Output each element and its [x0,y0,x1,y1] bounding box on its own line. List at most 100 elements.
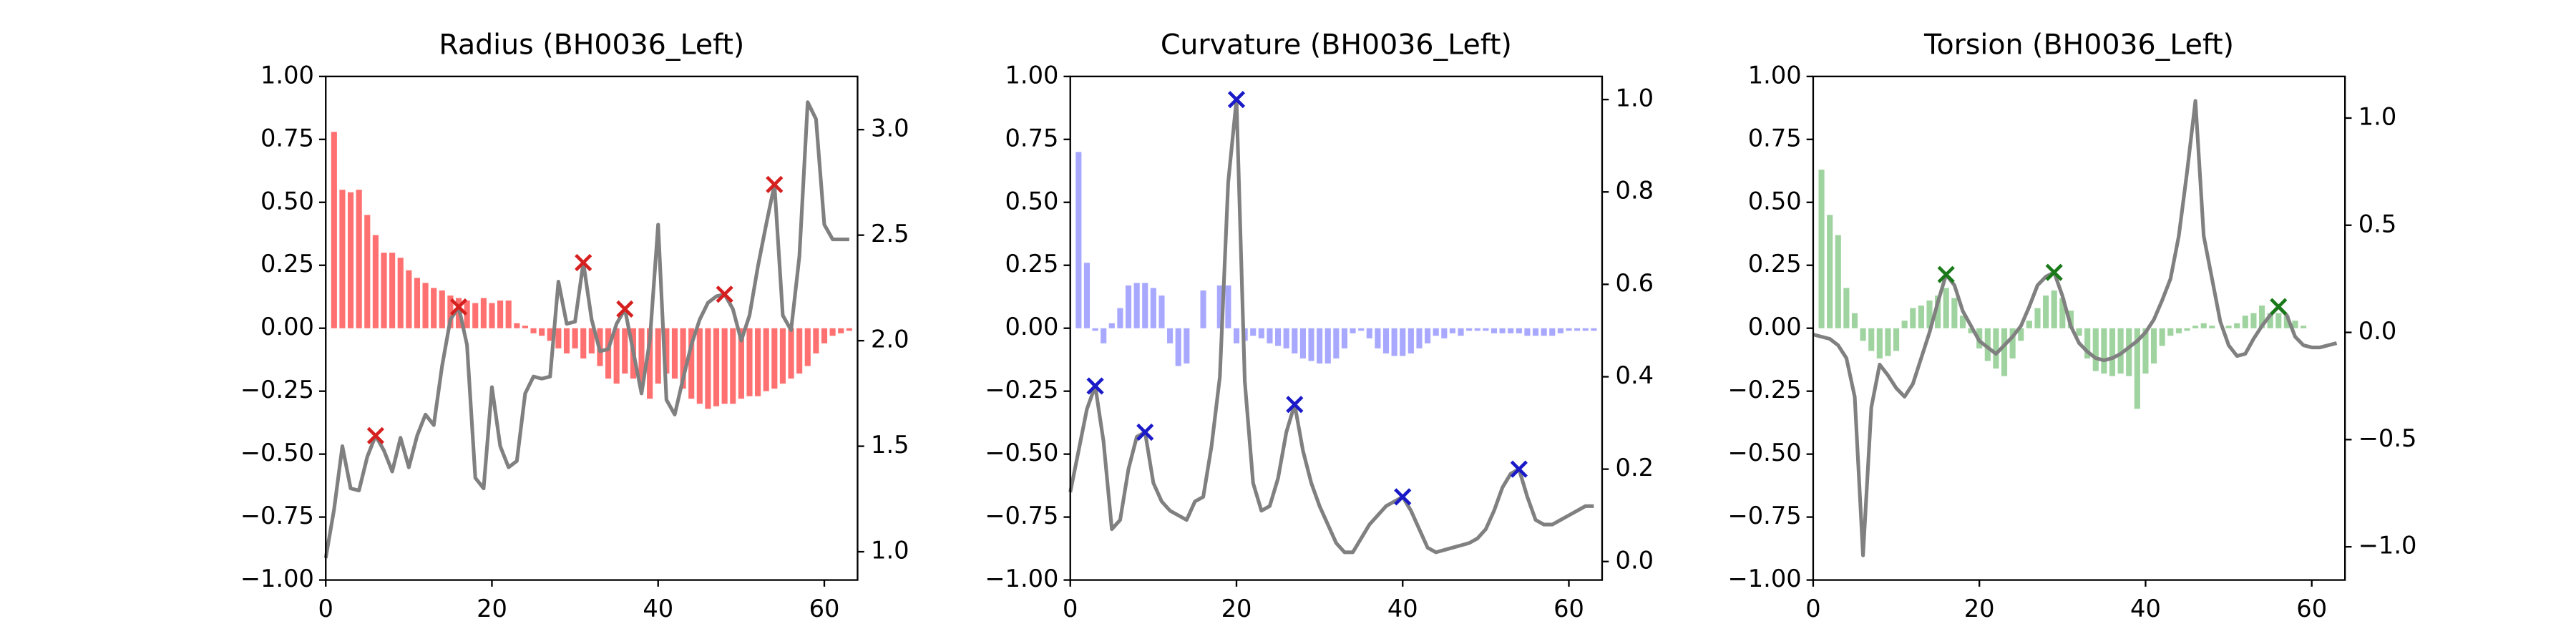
bar [2151,328,2157,364]
bar [1117,308,1123,328]
y-tick-label: 0.50 [1748,187,1802,215]
bar [1382,328,1390,353]
bar [406,270,412,328]
bar [663,328,670,374]
bar [2134,328,2140,409]
bar [1101,328,1107,343]
bar [1158,295,1165,328]
bar [414,278,421,328]
bar [364,215,371,328]
line [1813,99,2338,557]
y-tick-label: −0.75 [985,502,1058,530]
bar [1441,328,1448,338]
bar [1075,152,1082,328]
bar [846,328,852,331]
bar [1375,328,1381,348]
bar [2084,328,2091,358]
bar [1425,328,1431,343]
bar [2126,328,2132,376]
bar [1466,328,1473,331]
bar [539,328,545,336]
bar [1843,288,1850,328]
bar [2026,321,2032,328]
bar [2275,313,2282,328]
chart-title: Radius (BH0036_Left) [439,29,744,62]
bar [1250,328,1257,336]
subplot: Radius (BH0036_Left) 0 20 40 60 −1.00 −0.75 −0.… [240,29,909,623]
peak-marker [1227,91,1246,109]
y2-tick-label: 0.0 [2358,317,2397,345]
bar [2101,328,2107,374]
bar [1416,328,1423,348]
bar [1860,328,1866,341]
y-tick-label: 0.75 [1005,124,1059,152]
bar [1350,328,1356,333]
bar [431,288,437,328]
x-tick-label: 20 [477,595,507,623]
y-tick-label: −0.50 [1728,439,1802,467]
bar [1984,328,1991,361]
bar [2018,328,2024,341]
bar [2009,328,2016,358]
y2-tick-label: −0.5 [2358,424,2417,452]
bar [730,328,736,404]
bar [1083,263,1091,328]
y2-tick-label: 1.0 [871,537,909,565]
bar [1225,285,1231,328]
y-tick-label: 0.25 [1748,250,1802,278]
bar [2076,328,2082,336]
y-tick-label: 1.00 [260,61,314,89]
x-tick-label: 40 [1387,595,1418,623]
bar [1317,328,1323,364]
peak-marker [1394,488,1412,506]
bar [348,192,354,328]
bar [1516,328,1522,333]
y2-tick-label: 0.6 [1616,269,1654,297]
y-tick-label: −0.50 [240,439,314,467]
bar [1283,328,1289,348]
peak-marker [1937,265,1955,283]
y-tick-label: −0.50 [985,439,1058,467]
bar [746,328,753,396]
bar [1524,328,1531,336]
bar [1358,328,1365,331]
bar [580,328,587,358]
bar [331,132,337,328]
bar [2001,328,2008,376]
bar [381,253,387,328]
line [323,100,849,559]
x-tick-label: 60 [2296,595,2327,623]
bar [1125,285,1132,328]
bar [447,295,454,328]
bar [1275,328,1282,346]
bar [422,283,429,328]
y-tick-label: 1.00 [1005,61,1059,89]
y2-tick-label: 0.8 [1616,177,1654,205]
bar [1910,308,1916,328]
chart-title: Torsion (BH0036_Left) [1923,29,2234,62]
bar [1885,328,1891,356]
bar [2258,306,2265,328]
bar [2175,328,2182,333]
bar [1893,328,1900,351]
bar [2059,298,2066,328]
peak-marker [1136,423,1154,441]
y2-tick-label: 2.5 [871,220,909,248]
bar [638,328,645,384]
bar [1400,328,1406,356]
bar [2167,328,2174,336]
bar [1142,283,1148,328]
bar [497,301,504,328]
y2-tick-label: 2.0 [871,326,909,353]
bar [1433,328,1439,336]
bar [605,328,612,379]
bar [1150,288,1156,328]
bar [2142,328,2149,374]
bar [1591,328,1597,331]
y-tick-label: 0.00 [1005,313,1059,341]
y-tick-label: −1.00 [1728,565,1802,592]
bar [530,328,537,333]
x-tick-label: 60 [1553,595,1584,623]
bar [829,328,836,336]
